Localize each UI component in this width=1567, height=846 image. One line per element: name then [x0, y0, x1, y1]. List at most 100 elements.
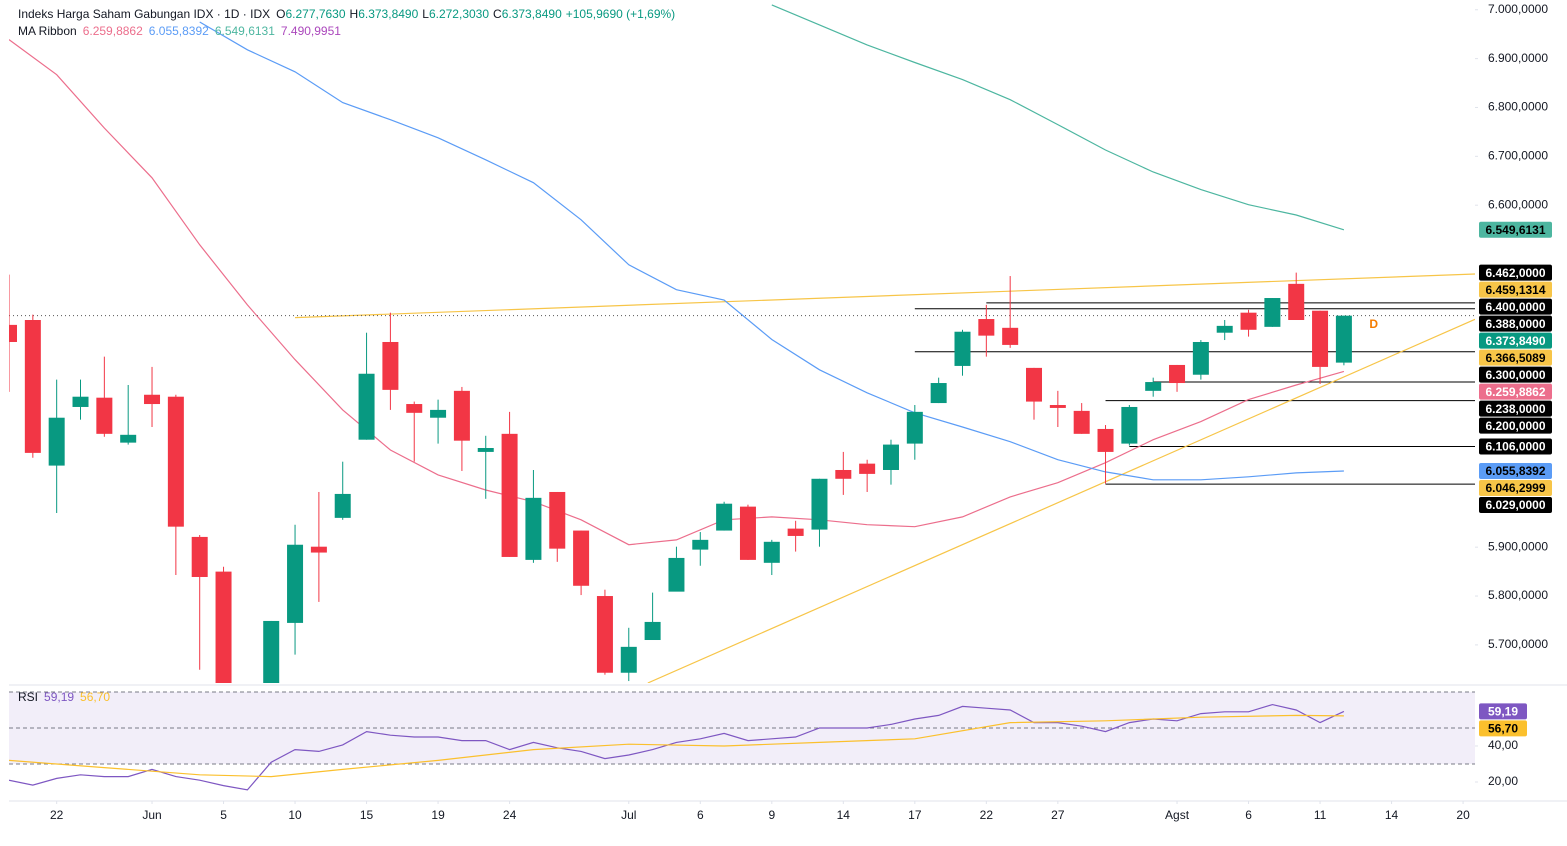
price-label: 6.238,0000 [1485, 402, 1545, 416]
candle-body [215, 571, 232, 683]
x-tick-label: 9 [768, 808, 775, 822]
ohlc-key: C [493, 7, 502, 21]
ma-line [199, 21, 1344, 481]
candle-body [573, 530, 590, 586]
price-label: 6.046,2999 [1485, 481, 1545, 495]
price-label-box [1479, 463, 1552, 480]
y-tick-label: 6.800,0000 [1488, 100, 1548, 114]
price-label-box [1479, 221, 1552, 238]
candle-body [859, 463, 876, 474]
x-tick-label: 10 [288, 808, 302, 822]
trendline [647, 318, 1475, 683]
axes: 22 Jun 5 10 15 19 24 Jul 6 9 14 17 22 27 Agst 6 11 14 20 5.… [50, 2, 1552, 822]
candle-body [1240, 312, 1257, 330]
y-tick-label: 5.900,0000 [1488, 539, 1548, 553]
y-tick-label: 6.600,0000 [1488, 197, 1548, 211]
rsi-pane [9, 691, 1475, 791]
rsi-tick-label: 40,00 [1488, 738, 1518, 752]
x-tick-label: 6 [1245, 808, 1252, 822]
x-tick-label: Jul [621, 808, 636, 822]
candle-body [739, 506, 756, 560]
price-label: 6.459,1314 [1485, 283, 1545, 297]
ohlc-value: 6.373,8490 [501, 7, 562, 21]
candle-body [692, 539, 709, 550]
candle-body [120, 434, 137, 443]
price-label-box [1479, 400, 1552, 417]
ribbon-value: 6.549,6131 [214, 24, 275, 38]
price-label: 6.300,0000 [1485, 368, 1545, 382]
candle-body [358, 373, 375, 440]
candle-body [430, 409, 447, 418]
rsi-title: RSI [18, 690, 39, 704]
candle-body [406, 404, 423, 413]
candle-body [334, 493, 351, 518]
price-label: 6.366,5089 [1485, 351, 1545, 365]
candle-body [644, 621, 661, 641]
price-label-box [1479, 417, 1552, 434]
candle-body [48, 417, 65, 466]
candle-body [310, 546, 327, 553]
ohlc-item: C6.373,8490 [493, 7, 562, 21]
price-label-box [1479, 383, 1552, 400]
x-tick-label: 6 [697, 808, 704, 822]
x-tick-label: 14 [1385, 808, 1399, 822]
ma-line [9, 39, 1345, 546]
ribbon-title: MA Ribbon [18, 24, 77, 38]
rsi-value-label: 59,19 [1488, 705, 1518, 719]
candle-body [787, 528, 804, 536]
candle-body [835, 469, 852, 479]
candle-body [96, 397, 113, 434]
ohlc-item: L6.272,3030 [422, 7, 489, 21]
x-tick-label: Jun [142, 808, 161, 822]
rsi-value-label: 56,70 [1488, 722, 1518, 736]
ribbon-value: 6.055,8392 [148, 24, 209, 38]
candle-body [477, 448, 494, 452]
candle-body [1216, 325, 1233, 333]
x-tick-label: 24 [503, 808, 517, 822]
x-tick-label: Agst [1165, 808, 1190, 822]
candle-body [1169, 364, 1186, 384]
candle-body [906, 411, 923, 444]
x-tick-label: 17 [908, 808, 922, 822]
ohlc-key: L [422, 7, 429, 21]
rsi-header: RSI 59,19 56,70 [18, 690, 116, 704]
ribbon-header: MA Ribbon 6.259,8862 6.055,8392 6.549,6131 7… [18, 24, 347, 38]
x-tick-label: 11 [1314, 808, 1327, 822]
price-label-box [1479, 349, 1552, 366]
candle-body [930, 383, 947, 404]
ohlc-value: 6.277,7630 [285, 7, 346, 21]
candle-body [882, 444, 899, 470]
price-label: 6.388,0000 [1485, 317, 1545, 331]
candle-body [954, 331, 971, 366]
ma-line [771, 4, 1345, 231]
rsi-value: 56,70 [80, 690, 111, 704]
candle-body [167, 396, 184, 527]
y-tick-label: 6.900,0000 [1488, 51, 1548, 65]
price-label: 6.055,8392 [1485, 464, 1545, 478]
candle-body [525, 497, 542, 560]
candle-body [287, 544, 304, 623]
x-tick-label: 14 [837, 808, 851, 822]
x-tick-label: 15 [360, 808, 374, 822]
price-label-box [1479, 480, 1552, 497]
ribbon-value: 6.259,8862 [82, 24, 143, 38]
ohlc-item: H6.373,8490 [350, 7, 419, 21]
ohlc-key: H [349, 7, 359, 21]
candle-body [811, 478, 828, 530]
price-label-box [1479, 264, 1552, 281]
y-tick-label: 6.700,0000 [1488, 149, 1548, 163]
candle-body [1145, 382, 1162, 391]
candle-body [501, 433, 518, 557]
rsi-tick-label: 20,00 [1488, 774, 1518, 788]
candle-body [1288, 283, 1305, 321]
change: +105,9690 (+1,69%) [565, 7, 676, 21]
ohlc-item: O6.277,7630 [276, 7, 345, 21]
candle-body [1049, 405, 1066, 408]
candle-body [144, 394, 161, 405]
annotation: D [1369, 317, 1378, 331]
price-label: 6.200,0000 [1485, 419, 1545, 433]
price-label-box [1479, 332, 1552, 349]
candle-body [1312, 310, 1329, 367]
rsi-value: 59,19 [44, 690, 75, 704]
candle-body [620, 646, 637, 673]
